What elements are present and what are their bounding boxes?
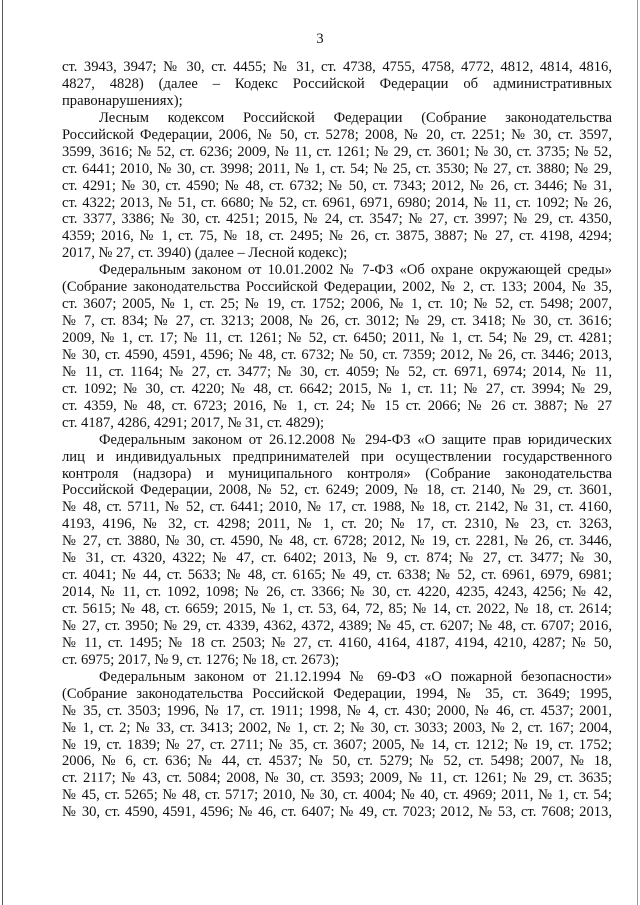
text-line: Российской Федерации, 2008, № 52, ст. 62…	[62, 482, 612, 499]
text-line: № 11, ст. 1164; № 27, ст. 3477; № 30, ст…	[62, 363, 612, 380]
text-line: ст. 3377, 3386; № 30, ст. 4251; 2015, № …	[62, 211, 612, 228]
text-line: № 48, ст. 5711, № 52, ст. 6441; 2010, № …	[62, 499, 612, 516]
document-body: ст. 3943, 3947; № 30, ст. 4455; № 31, ст…	[62, 59, 612, 821]
text-line: 4359; 2016, № 1, ст. 75, № 18, ст. 2495;…	[62, 228, 612, 245]
text-line: 2014, № 11, ст. 1092, 1098; № 26, ст. 33…	[62, 584, 612, 601]
text-line: ст. 3943, 3947; № 30, ст. 4455; № 31, ст…	[62, 59, 612, 75]
text-line: лиц и индивидуальных предпринимателей пр…	[62, 448, 612, 465]
page-edge-right	[637, 0, 638, 905]
text-line: ст. 1092; № 30, ст. 4220; № 48, ст. 6642…	[62, 380, 612, 397]
text-line: № 31, ст. 4320, 4322; № 47, ст. 6402; 20…	[62, 550, 612, 567]
text-line: № 27, ст. 3880, № 30, ст. 4590, № 48, ст…	[62, 533, 612, 550]
text-line: 4827, 4828) (далее – Кодекс Российской Ф…	[62, 75, 612, 92]
text-line: контроля (надзора) и муниципального конт…	[62, 465, 612, 482]
text-line: ст. 6441; 2010, № 30, ст. 3998; 2011, № …	[62, 160, 612, 177]
text-line: Лесным кодексом Российской Федерации (Со…	[99, 109, 612, 126]
paragraph: Лесным кодексом Российской Федерации (Со…	[62, 110, 612, 262]
text-line: Федеральным законом от 26.12.2008 № 294-…	[99, 431, 612, 448]
text-line: № 35, ст. 3503; 1996, № 17, ст. 1911; 19…	[62, 702, 612, 719]
text-line: ст. 5615; № 48, ст. 6659; 2015, № 1, ст.…	[62, 601, 612, 617]
text-line: № 30, ст. 4590, 4591, 4596; № 46, ст. 64…	[62, 804, 612, 821]
text-line: ст. 4187, 4286, 4291; 2017, № 31, ст. 48…	[62, 414, 325, 431]
page-number: 3	[316, 31, 324, 47]
text-line: 4193, 4196, № 32, ст. 4298; 2011, № 1, с…	[62, 516, 612, 533]
text-line: № 11, ст. 1495; № 18 ст. 2503; № 27, ст.…	[62, 634, 612, 651]
text-line: 2009, № 1, ст. 17; № 11, ст. 1261; № 52,…	[62, 330, 612, 346]
text-line: (Собрание законодательства Российской Фе…	[62, 685, 612, 702]
text-line: ст. 4291; № 30, ст. 4590; № 48, ст. 6732…	[62, 177, 612, 194]
paragraph: Федеральным законом от 26.12.2008 № 294-…	[62, 432, 612, 669]
text-line: ст. 6975; 2017, № 9, ст. 1276; № 18, ст.…	[62, 651, 340, 668]
text-line: (Собрание законодательства Российской Фе…	[62, 279, 612, 296]
text-line: № 1, ст. 2; № 33, ст. 3413; 2002, № 1, с…	[62, 719, 612, 736]
text-line: 3599, 3616; № 52, ст. 6236; 2009, № 11, …	[62, 143, 612, 160]
text-line: Федеральным законом от 10.01.2002 № 7-ФЗ…	[99, 262, 612, 279]
text-line: Федеральным законом от 21.12.1994 № 69-Ф…	[99, 668, 612, 685]
text-line: № 45, ст. 5265; № 48, ст. 5717; 2010, № …	[62, 787, 612, 804]
text-line: № 19, ст. 1839; № 27, ст. 2711; № 35, ст…	[62, 736, 612, 753]
text-line: правонарушениях);	[62, 92, 183, 109]
text-line: ст. 4322; 2013, № 51, ст. 6680; № 52, ст…	[62, 194, 612, 211]
paragraph: Федеральным законом от 10.01.2002 № 7-ФЗ…	[62, 262, 612, 431]
page-edge-left	[2, 0, 3, 905]
text-line: № 27, ст. 3950; № 29, ст. 4339, 4362, 43…	[62, 617, 612, 634]
text-line: № 30, ст. 4590, 4591, 4596; № 48, ст. 67…	[62, 346, 612, 363]
text-line: 2017, № 27, ст. 3940) (далее – Лесной ко…	[62, 245, 348, 262]
paragraph: Федеральным законом от 21.12.1994 № 69-Ф…	[62, 669, 612, 821]
text-line: № 7, ст. 834; № 27, ст. 3213; 2008, № 26…	[62, 313, 612, 330]
text-line: 2006, № 6, ст. 636; № 44, ст. 4537; № 50…	[62, 753, 612, 770]
text-line: ст. 3607; 2005, № 1, ст. 25; № 19, ст. 1…	[62, 296, 612, 313]
text-line: ст. 4359, № 48, ст. 6723; 2016, № 1, ст.…	[62, 397, 612, 414]
paragraph: ст. 3943, 3947; № 30, ст. 4455; № 31, ст…	[62, 59, 612, 110]
text-line: ст. 2117; № 43, ст. 5084; 2008, № 30, ст…	[62, 770, 612, 787]
text-line: ст. 4041; № 44, ст. 5633; № 48, ст. 6165…	[62, 567, 612, 584]
text-line: Российской Федерации, 2006, № 50, ст. 52…	[62, 126, 612, 143]
